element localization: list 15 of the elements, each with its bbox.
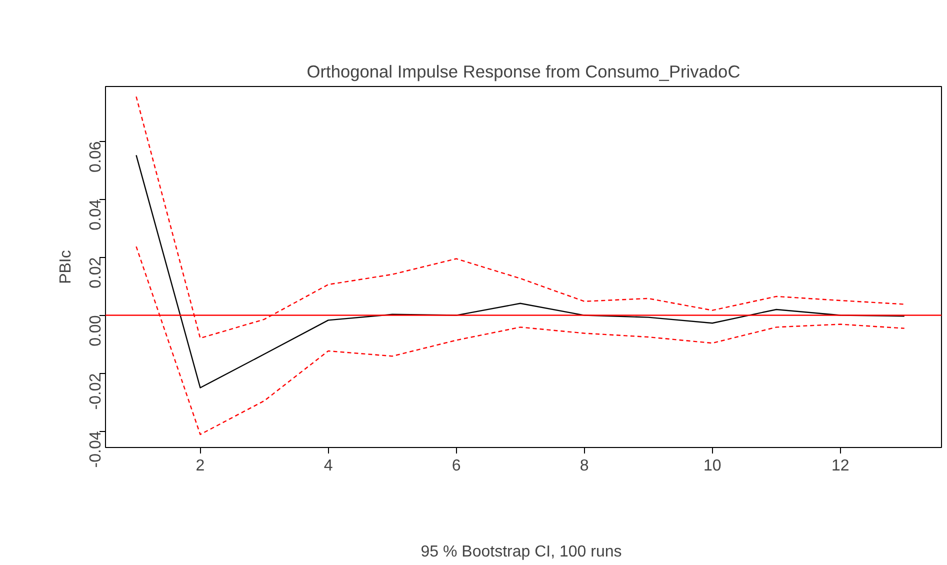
x-axis-title: 95 % Bootstrap CI, 100 runs bbox=[420, 544, 622, 560]
y-tick-label: -0.04 bbox=[88, 431, 104, 468]
x-tick-label: 4 bbox=[324, 458, 333, 474]
y-tick-label: 0.02 bbox=[88, 257, 104, 288]
y-tick-label: 0.04 bbox=[88, 199, 104, 230]
x-tick-label: 2 bbox=[196, 458, 205, 474]
y-tick-label: 0.06 bbox=[88, 141, 104, 172]
x-tick-label: 6 bbox=[452, 458, 461, 474]
x-tick-label: 8 bbox=[580, 458, 589, 474]
x-tick-label: 12 bbox=[831, 458, 850, 474]
y-axis-title: PBIc bbox=[58, 250, 74, 284]
chart-title: Orthogonal Impulse Response from Consumo_PrivadoC bbox=[306, 62, 740, 82]
y-tick-label: 0.00 bbox=[88, 315, 104, 346]
x-tick-label: 10 bbox=[703, 458, 722, 474]
y-tick-label: -0.02 bbox=[88, 373, 104, 410]
